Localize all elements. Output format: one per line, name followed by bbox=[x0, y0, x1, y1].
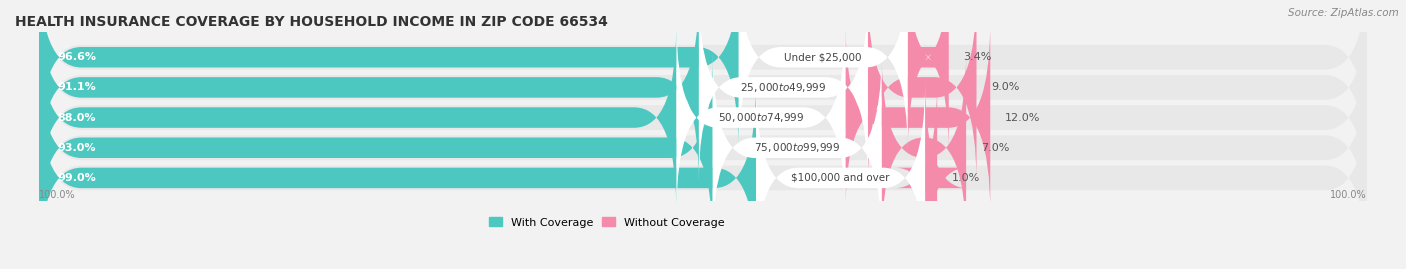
FancyBboxPatch shape bbox=[39, 0, 738, 153]
Legend: With Coverage, Without Coverage: With Coverage, Without Coverage bbox=[484, 213, 730, 232]
Text: 96.6%: 96.6% bbox=[58, 52, 96, 62]
Text: 88.0%: 88.0% bbox=[58, 112, 96, 123]
FancyBboxPatch shape bbox=[756, 83, 925, 269]
Text: 12.0%: 12.0% bbox=[1005, 112, 1040, 123]
Text: 9.0%: 9.0% bbox=[991, 82, 1019, 93]
Text: 1.0%: 1.0% bbox=[952, 173, 980, 183]
FancyBboxPatch shape bbox=[39, 52, 713, 243]
FancyBboxPatch shape bbox=[676, 22, 845, 213]
FancyBboxPatch shape bbox=[894, 83, 967, 269]
Text: 3.4%: 3.4% bbox=[963, 52, 991, 62]
Text: $100,000 and over: $100,000 and over bbox=[792, 173, 890, 183]
Text: $50,000 to $74,999: $50,000 to $74,999 bbox=[718, 111, 804, 124]
FancyBboxPatch shape bbox=[39, 0, 1367, 150]
FancyBboxPatch shape bbox=[39, 83, 756, 269]
Text: Source: ZipAtlas.com: Source: ZipAtlas.com bbox=[1288, 8, 1399, 18]
FancyBboxPatch shape bbox=[738, 0, 908, 153]
FancyBboxPatch shape bbox=[868, 0, 977, 183]
Text: 100.0%: 100.0% bbox=[1330, 190, 1367, 200]
Text: HEALTH INSURANCE COVERAGE BY HOUSEHOLD INCOME IN ZIP CODE 66534: HEALTH INSURANCE COVERAGE BY HOUSEHOLD I… bbox=[15, 16, 607, 30]
Text: 93.0%: 93.0% bbox=[58, 143, 96, 153]
FancyBboxPatch shape bbox=[39, 0, 1367, 180]
FancyBboxPatch shape bbox=[39, 55, 1367, 241]
FancyBboxPatch shape bbox=[907, 0, 950, 153]
Text: $75,000 to $99,999: $75,000 to $99,999 bbox=[754, 141, 841, 154]
Text: 91.1%: 91.1% bbox=[58, 82, 96, 93]
FancyBboxPatch shape bbox=[699, 0, 868, 183]
FancyBboxPatch shape bbox=[713, 52, 882, 243]
FancyBboxPatch shape bbox=[845, 22, 990, 213]
Text: 99.0%: 99.0% bbox=[58, 173, 96, 183]
FancyBboxPatch shape bbox=[882, 52, 966, 243]
FancyBboxPatch shape bbox=[39, 24, 1367, 211]
Text: 7.0%: 7.0% bbox=[980, 143, 1010, 153]
FancyBboxPatch shape bbox=[39, 22, 676, 213]
FancyBboxPatch shape bbox=[39, 0, 699, 183]
Text: Under $25,000: Under $25,000 bbox=[785, 52, 862, 62]
Text: $25,000 to $49,999: $25,000 to $49,999 bbox=[740, 81, 827, 94]
FancyBboxPatch shape bbox=[39, 85, 1367, 269]
Text: 100.0%: 100.0% bbox=[39, 190, 76, 200]
